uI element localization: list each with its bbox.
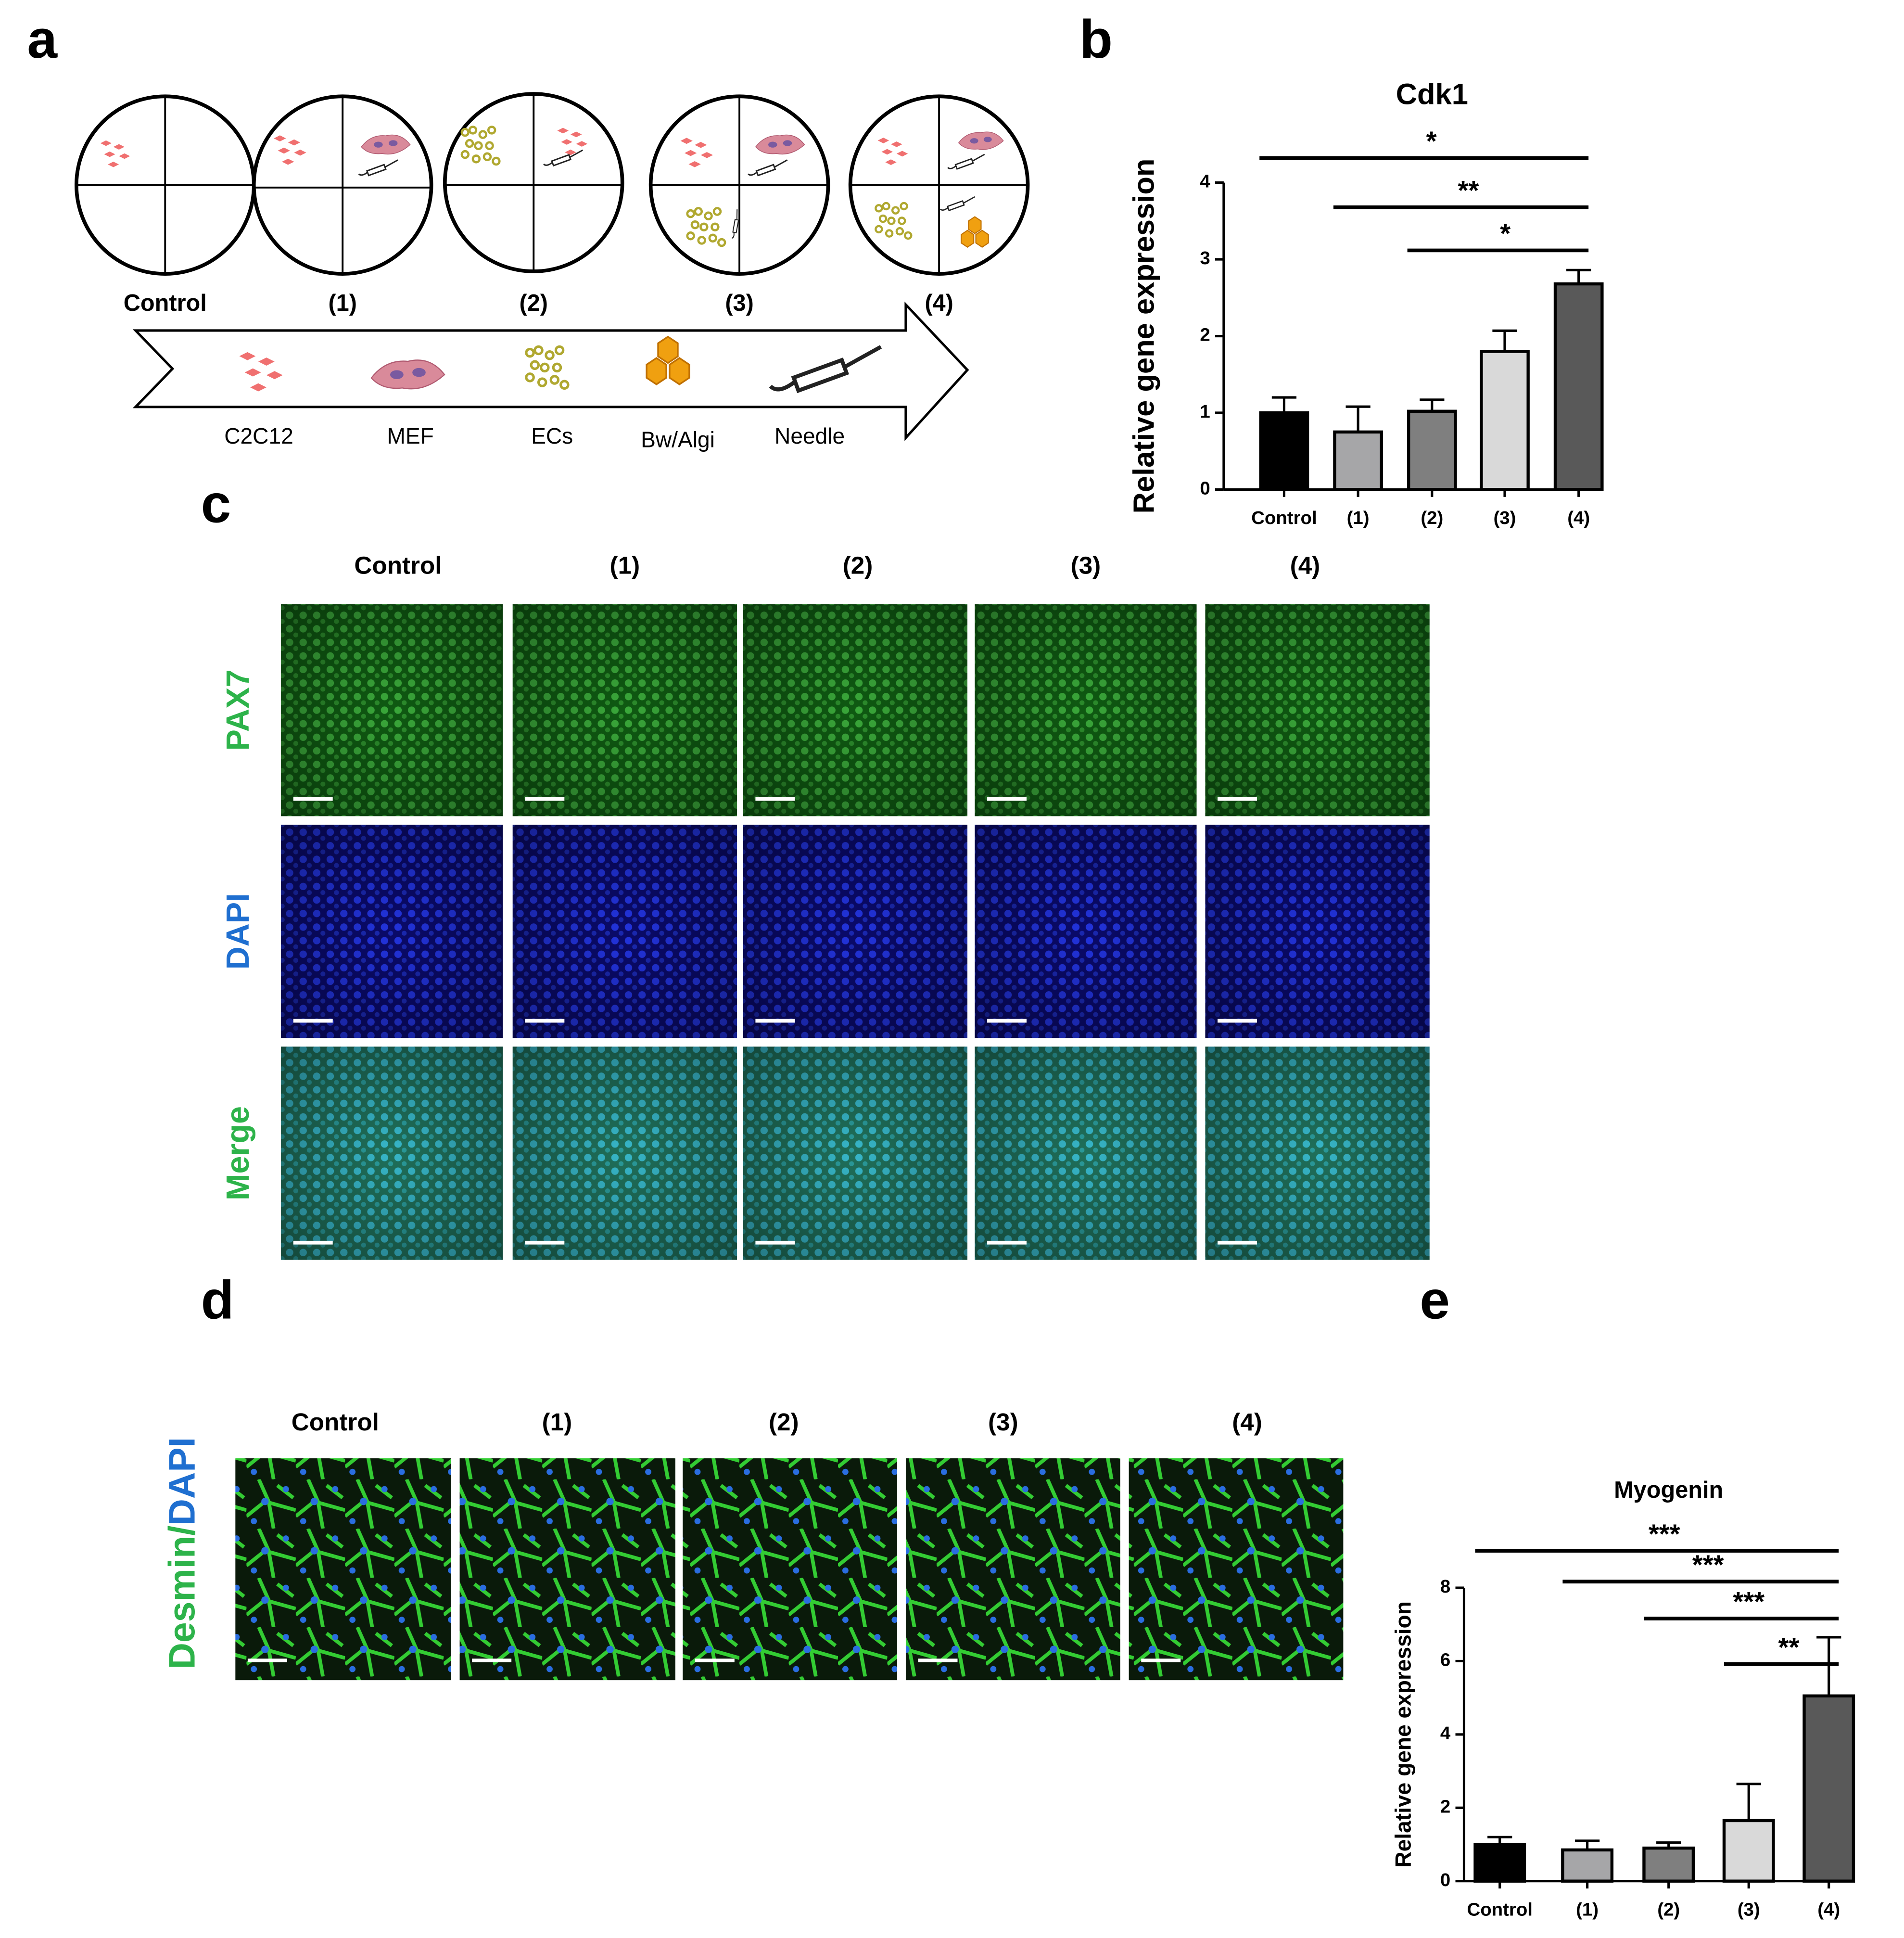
micrograph	[1129, 1458, 1344, 1681]
column-header: (2)	[843, 551, 873, 579]
y-tick-label: 8	[1440, 1576, 1450, 1597]
column-header: (1)	[610, 551, 640, 579]
column-header: (4)	[1232, 1408, 1262, 1436]
column-header: Control	[354, 551, 442, 579]
micrograph	[683, 1458, 897, 1681]
x-tick-label: (1)	[1347, 508, 1370, 528]
x-tick-label: (3)	[1738, 1899, 1760, 1920]
component-label: C2C12	[224, 423, 293, 448]
bar	[1480, 350, 1530, 491]
x-tick-label: (4)	[1817, 1899, 1840, 1920]
micrograph-shade	[975, 825, 1197, 1038]
micrograph	[459, 1458, 675, 1681]
micrograph-shade	[743, 825, 968, 1038]
component-label: ECs	[531, 423, 573, 448]
component-label: Needle	[774, 423, 845, 448]
significance-label: **	[1458, 175, 1479, 205]
x-tick-label: Control	[1251, 508, 1317, 528]
micrograph	[905, 1458, 1120, 1681]
micrograph-shade	[512, 604, 737, 816]
significance-label: ***	[1692, 1549, 1724, 1580]
stain-label: Desmin/DAPI	[162, 1437, 203, 1670]
y-tick-label: 0	[1200, 478, 1210, 499]
micrograph-shade	[281, 604, 503, 816]
column-header: (2)	[769, 1408, 799, 1436]
y-tick-label: 2	[1440, 1796, 1450, 1817]
panel-label: b	[1079, 9, 1113, 69]
y-tick-label: 3	[1200, 248, 1210, 268]
micrograph-shade	[1205, 604, 1430, 816]
row-label: PAX7	[220, 670, 256, 751]
diagram	[74, 92, 1030, 441]
y-tick-label: 1	[1200, 401, 1210, 422]
bar	[1722, 1819, 1775, 1883]
y-tick-label: 0	[1440, 1870, 1450, 1890]
column-header: (3)	[988, 1408, 1018, 1436]
micrograph-shade	[743, 1046, 968, 1260]
significance-label: *	[1426, 126, 1437, 156]
x-tick-label: (4)	[1567, 508, 1590, 528]
micrograph-shade	[975, 604, 1197, 816]
chart-title: Myogenin	[1614, 1477, 1723, 1503]
panel-label: d	[201, 1270, 234, 1330]
stain-name: Desmin/	[162, 1526, 203, 1670]
micrograph-shade	[1205, 825, 1430, 1038]
micrograph-shade	[281, 1046, 503, 1260]
x-tick-label: (2)	[1657, 1899, 1680, 1920]
micrograph-shade	[975, 1046, 1197, 1260]
panel-label: c	[201, 473, 231, 534]
bar	[1333, 430, 1383, 491]
y-tick-label: 4	[1200, 171, 1210, 192]
bar	[1553, 282, 1604, 491]
bar	[1473, 1843, 1526, 1883]
significance-label: *	[1500, 218, 1511, 249]
significance-label: **	[1778, 1632, 1800, 1662]
y-tick-label: 4	[1440, 1723, 1451, 1744]
y-axis-label: Relative gene expression	[1128, 159, 1161, 514]
x-tick-label: Control	[1467, 1899, 1533, 1920]
stain-name: DAPI	[162, 1437, 203, 1526]
y-tick-label: 6	[1440, 1650, 1450, 1670]
row-label: Merge	[220, 1106, 256, 1200]
component-label: Bw/Algi	[641, 427, 715, 452]
group-label: (4)	[925, 290, 953, 316]
column-header: Control	[292, 1408, 379, 1436]
x-tick-label: (1)	[1576, 1899, 1599, 1920]
group-label: (1)	[328, 290, 356, 316]
micrograph-shade	[743, 604, 968, 816]
column-header: (4)	[1290, 551, 1320, 579]
bar	[1802, 1694, 1855, 1883]
column-header: (1)	[542, 1408, 572, 1436]
micrograph	[235, 1458, 451, 1681]
y-tick-label: 2	[1200, 325, 1210, 345]
bar	[1561, 1848, 1614, 1883]
panel-label: e	[1420, 1270, 1450, 1330]
micrograph-shade	[1205, 1046, 1430, 1260]
y-axis-label: Relative gene expression	[1391, 1601, 1416, 1868]
component-label: MEF	[387, 423, 433, 448]
panel-label: a	[27, 9, 58, 69]
column-header: (3)	[1071, 551, 1101, 579]
x-tick-label: (2)	[1421, 508, 1443, 528]
row-label: DAPI	[220, 893, 256, 969]
x-tick-label: (3)	[1493, 508, 1516, 528]
group-label: Control	[124, 290, 207, 316]
chart-title: Cdk1	[1396, 77, 1468, 111]
significance-label: ***	[1733, 1586, 1764, 1617]
group-label: (2)	[520, 290, 548, 316]
bar	[1407, 409, 1457, 491]
bar	[1259, 411, 1309, 491]
significance-label: ***	[1649, 1518, 1680, 1549]
group-label: (3)	[725, 290, 753, 316]
bar	[1642, 1846, 1695, 1883]
micrograph-shade	[512, 825, 737, 1038]
micrograph-shade	[281, 825, 503, 1038]
micrograph-shade	[512, 1046, 737, 1260]
